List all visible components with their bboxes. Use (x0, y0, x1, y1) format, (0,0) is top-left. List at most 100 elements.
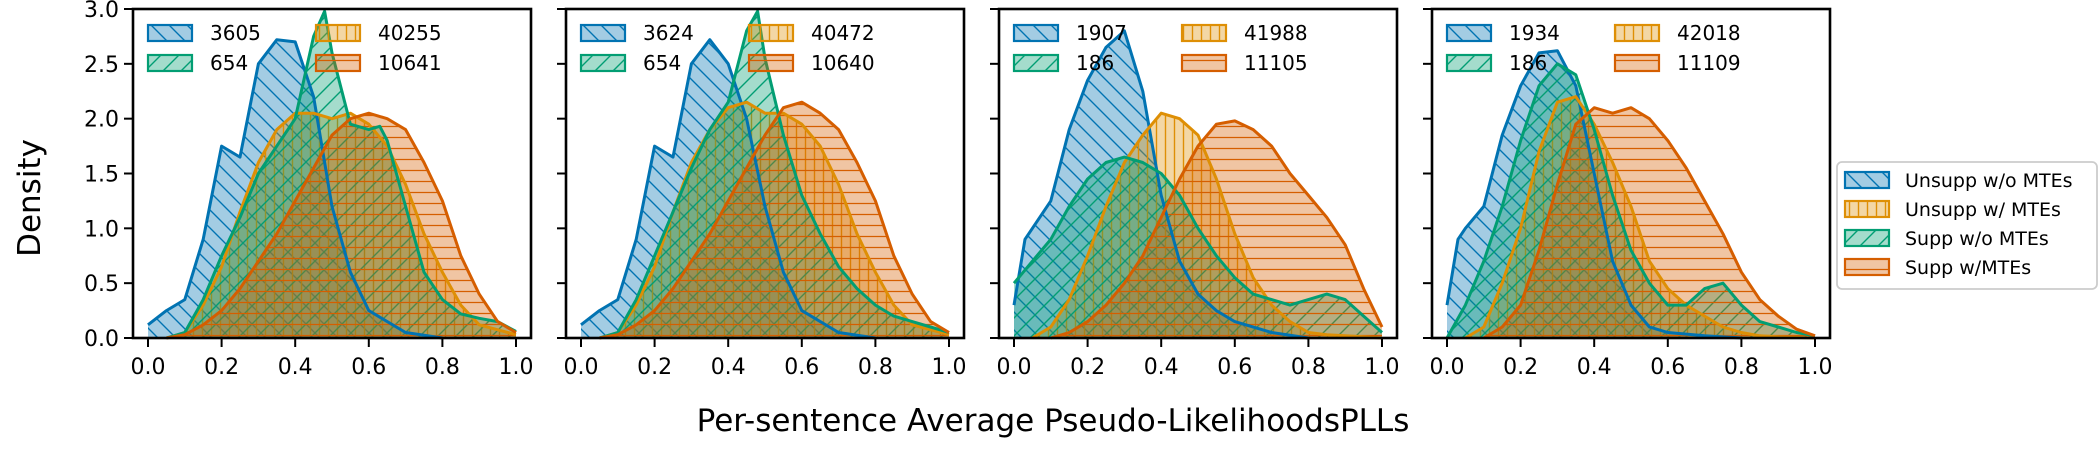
density-line-supp-w-mtes (166, 111, 517, 340)
main-legend-swatch-border-unsupp-w-mtes (1843, 199, 1891, 219)
density-line-supp-w-mtes (599, 100, 950, 340)
x-tick-label: 0.8 (1291, 355, 1326, 380)
x-tick-label: 1.0 (1365, 355, 1400, 380)
panel-3: 0.0 0.2 0.4 0.6 0.8 1.0 1907 186 41988 11105 (990, 7, 1400, 380)
legend-swatch-border-unsupp-wo-mtes (1445, 23, 1493, 43)
legend-swatch-border-supp-wo-mtes (1445, 53, 1493, 73)
y-tick-label: 0.5 (84, 272, 119, 297)
main-legend-label-unsupp-wo-mtes: Unsupp w/o MTEs (1905, 170, 2073, 192)
x-tick-label: 0.2 (1070, 355, 1105, 380)
count-legend: 1934 186 42018 11109 (1445, 21, 1741, 75)
legend-count-supp-wo-mtes: 186 (1076, 51, 1114, 75)
legend-count-supp-wo-mtes: 654 (643, 51, 681, 75)
x-tick-label: 0.8 (425, 355, 460, 380)
main-legend-box (1836, 161, 2098, 290)
x-tick-label: 0.6 (784, 355, 819, 380)
x-tick-label: 0.0 (997, 355, 1032, 380)
density-line-unsupp-wo-mtes (147, 38, 443, 340)
x-tick-label: 0.6 (1217, 355, 1252, 380)
x-tick-label: 0.4 (1144, 355, 1179, 380)
legend-count-unsupp-w-mtes: 41988 (1244, 21, 1308, 45)
x-tick-label: 0.6 (1650, 355, 1685, 380)
count-legend: 3605 654 40255 10641 (146, 21, 442, 75)
legend-swatch-border-supp-w-mtes (747, 53, 795, 73)
y-tick-label: 1.5 (84, 163, 119, 188)
density-hatch-supp-w-mtes (166, 113, 516, 338)
legend-swatch-border-unsupp-w-mtes (747, 23, 795, 43)
panel-1: 0.0 0.2 0.4 0.6 0.8 1.0 0.0 0.5 1.0 1.5 2.0 2.5 3.0 3… (84, 0, 534, 380)
x-axis-title: Per-sentence Average Pseudo-LikelihoodsP… (697, 403, 1410, 439)
main-legend-swatch-border-unsupp-wo-mtes (1843, 170, 1891, 190)
main-legend: Unsupp w/o MTEs Unsupp w/ MTEs Supp w/o MT… (1836, 161, 2098, 290)
density-line-supp-w-mtes (1050, 119, 1384, 340)
panels-layer: 0.0 0.2 0.4 0.6 0.8 1.0 0.0 0.5 1.0 1.5 2.0 2.5 3.0 3… (84, 0, 1833, 380)
density-line-supp-wo-mtes (1012, 155, 1383, 334)
legend-swatch-border-unsupp-wo-mtes (1012, 23, 1060, 43)
legend-count-unsupp-w-mtes: 40472 (811, 21, 875, 45)
legend-swatch-border-unsupp-w-mtes (1613, 23, 1661, 43)
main-legend-swatch-border-supp-w-mtes (1843, 257, 1891, 277)
x-tick-label: 0.0 (564, 355, 599, 380)
density-line-supp-wo-mtes (165, 9, 517, 340)
x-tick-label: 1.0 (932, 355, 967, 380)
legend-count-unsupp-wo-mtes: 3605 (210, 21, 261, 45)
density-line-supp-w-mtes (1483, 106, 1816, 340)
density-line-unsupp-wo-mtes (1012, 29, 1309, 340)
x-tick-label: 0.8 (858, 355, 893, 380)
y-axis-title: Density (12, 139, 48, 257)
legend-swatch-border-unsupp-w-mtes (1180, 23, 1228, 43)
legend-swatch-border-supp-wo-mtes (1012, 53, 1060, 73)
legend-swatch-border-unsupp-w-mtes (314, 23, 362, 43)
count-legend: 3624 654 40472 10640 (579, 21, 875, 75)
legend-swatch-border-supp-w-mtes (314, 53, 362, 73)
panel-4: 0.0 0.2 0.4 0.6 0.8 1.0 1934 186 42018 11109 (1423, 7, 1833, 380)
legend-count-supp-wo-mtes: 654 (210, 51, 248, 75)
count-legend: 1907 186 41988 11105 (1012, 21, 1308, 75)
density-hatch-supp-w-mtes (599, 102, 949, 338)
x-tick-label: 0.2 (637, 355, 672, 380)
legend-count-supp-w-mtes: 10641 (378, 51, 442, 75)
legend-swatch-border-unsupp-wo-mtes (579, 23, 627, 43)
legend-count-supp-w-mtes: 11109 (1677, 51, 1741, 75)
panel-2: 0.0 0.2 0.4 0.6 0.8 1.0 3624 654 40472 10640 (557, 7, 967, 380)
main-legend-swatch-border-supp-wo-mtes (1843, 228, 1891, 248)
legend-count-unsupp-wo-mtes: 3624 (643, 21, 694, 45)
x-tick-label: 0.4 (1577, 355, 1612, 380)
y-tick-label: 3.0 (84, 0, 119, 23)
legend-count-unsupp-w-mtes: 40255 (378, 21, 442, 45)
x-tick-label: 1.0 (499, 355, 534, 380)
main-legend-label-supp-wo-mtes: Supp w/o MTEs (1905, 228, 2049, 250)
x-tick-label: 0.0 (131, 355, 166, 380)
legend-swatch-border-unsupp-wo-mtes (146, 23, 194, 43)
legend-swatch-border-supp-wo-mtes (579, 53, 627, 73)
density-hatch-supp-w-mtes (1050, 120, 1382, 339)
x-tick-label: 0.2 (204, 355, 239, 380)
legend-swatch-border-supp-wo-mtes (146, 53, 194, 73)
x-tick-label: 0.4 (278, 355, 313, 380)
x-tick-label: 0.8 (1724, 355, 1759, 380)
legend-swatch-border-supp-w-mtes (1613, 53, 1661, 73)
x-tick-label: 0.6 (351, 355, 386, 380)
legend-swatch-border-supp-w-mtes (1180, 53, 1228, 73)
density-hatch-supp-w-mtes (1483, 107, 1815, 338)
density-line-unsupp-w-mtes (165, 111, 517, 340)
density-line-unsupp-wo-mtes (580, 38, 876, 340)
density-line-unsupp-w-mtes (598, 100, 950, 340)
y-tick-label: 1.0 (84, 217, 119, 242)
density-line-unsupp-w-mtes (1464, 95, 1816, 340)
main-legend-label-unsupp-w-mtes: Unsupp w/ MTEs (1905, 199, 2061, 221)
density-line-unsupp-w-mtes (1031, 111, 1383, 340)
main-legend-label-supp-w-mtes: Supp w/MTEs (1905, 257, 2031, 279)
legend-count-unsupp-wo-mtes: 1907 (1076, 21, 1127, 45)
y-tick-label: 0.0 (84, 327, 119, 352)
legend-count-supp-wo-mtes: 186 (1509, 51, 1547, 75)
legend-count-supp-w-mtes: 11105 (1244, 51, 1308, 75)
density-line-supp-wo-mtes (1445, 62, 1816, 339)
y-tick-label: 2.0 (84, 108, 119, 133)
legend-count-unsupp-wo-mtes: 1934 (1509, 21, 1560, 45)
y-tick-label: 2.5 (84, 53, 119, 78)
x-tick-label: 1.0 (1798, 355, 1833, 380)
x-tick-label: 0.4 (711, 355, 746, 380)
x-tick-label: 0.0 (1430, 355, 1465, 380)
